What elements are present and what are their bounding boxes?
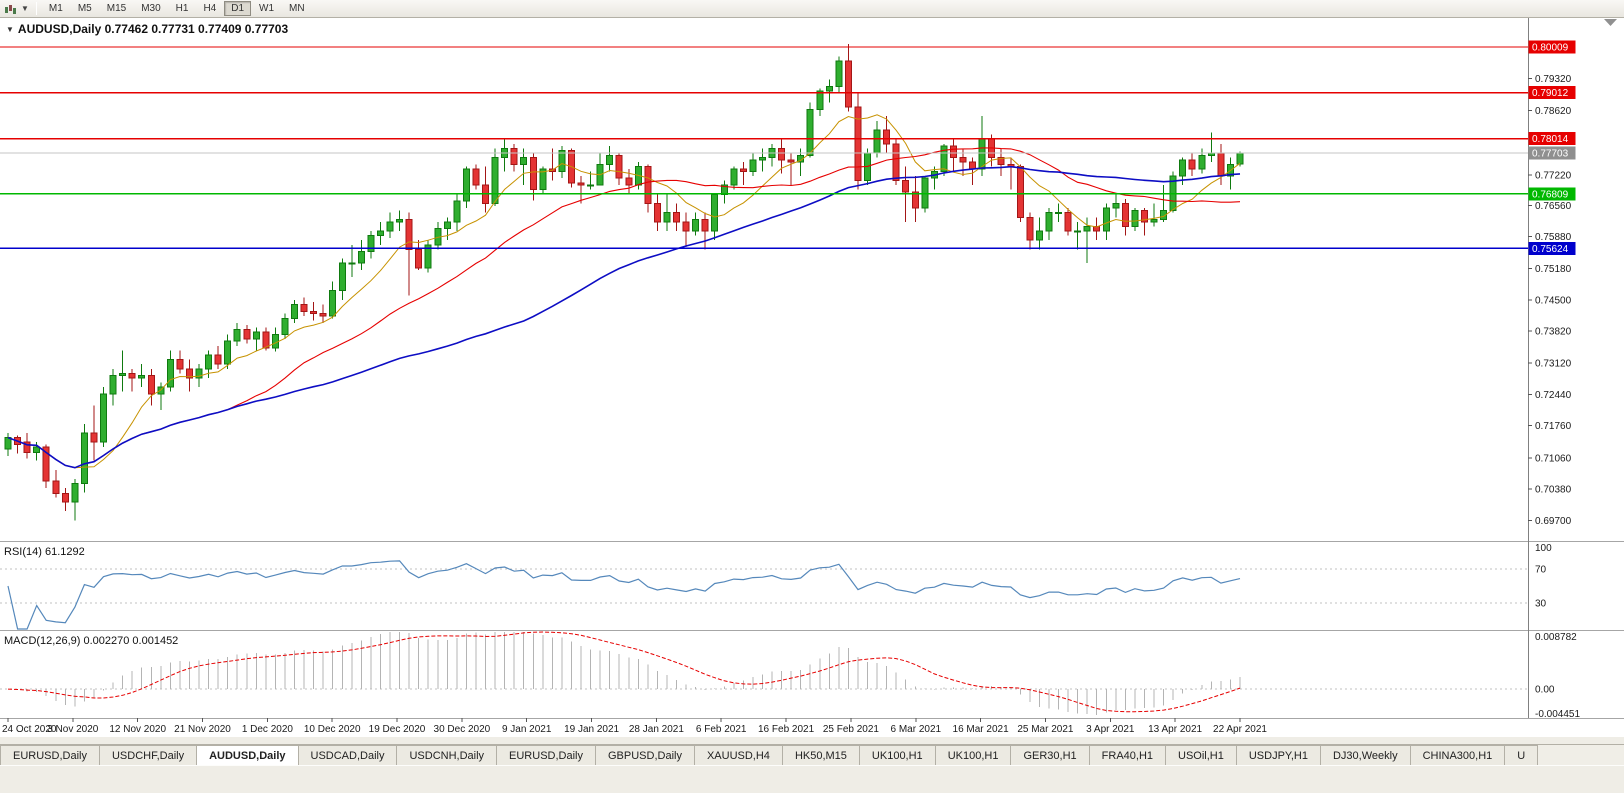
chart-type-icon[interactable] [4, 1, 18, 17]
chart-tabs-bar: EURUSD,Daily USDCHF,Daily AUDUSD,Daily USDC… [0, 744, 1624, 765]
timeframe-button-m5[interactable]: M5 [77, 3, 92, 14]
svg-text:25 Mar 2021: 25 Mar 2021 [1017, 724, 1074, 735]
svg-text:30: 30 [1535, 599, 1547, 610]
svg-text:0.69700: 0.69700 [1535, 516, 1572, 527]
svg-text:3 Apr 2021: 3 Apr 2021 [1086, 724, 1135, 735]
chart-tab-uk100-h1[interactable]: UK100,H1 [934, 745, 1012, 765]
svg-text:0.73820: 0.73820 [1535, 327, 1572, 338]
svg-text:0.76560: 0.76560 [1535, 201, 1572, 212]
svg-text:19 Dec 2020: 19 Dec 2020 [369, 724, 426, 735]
chart-tab-xauusd-h4[interactable]: XAUUSD,H4 [693, 745, 783, 765]
price-axis-labels: 0.79320 0.78620 0.77220 0.76560 0.75880 0.751… [1528, 74, 1572, 527]
svg-text:12 Nov 2020: 12 Nov 2020 [109, 724, 166, 735]
pane-separators[interactable] [0, 541, 1624, 719]
chart-tab-u[interactable]: U [1504, 745, 1539, 765]
svg-text:0.72440: 0.72440 [1535, 390, 1572, 401]
chart-tab-audusd-daily[interactable]: AUDUSD,Daily [196, 745, 299, 765]
macd-signal-line [7, 631, 1241, 713]
timeframe-button-mn[interactable]: MN [289, 3, 305, 14]
chart-tab-usdcad-daily[interactable]: USDCAD,Daily [297, 745, 398, 765]
timeframe-button-m30[interactable]: M30 [141, 3, 161, 14]
timeframe-button-m15[interactable]: M15 [106, 3, 127, 14]
toolbar: ▼ M1 M5 M15 M30 H1 H4 D1 W1 MN [0, 0, 1624, 18]
svg-text:0.71760: 0.71760 [1535, 421, 1572, 432]
svg-text:9 Jan 2021: 9 Jan 2021 [502, 724, 552, 735]
svg-text:13 Apr 2021: 13 Apr 2021 [1148, 724, 1202, 735]
svg-text:0.78014: 0.78014 [1532, 134, 1569, 145]
chart-tab-eurusd-daily[interactable]: EURUSD,Daily [496, 745, 596, 765]
chart-tab-ger30-h1[interactable]: GER30,H1 [1010, 745, 1090, 765]
ma-8-line [7, 114, 1241, 469]
price-chart-svg[interactable]: 0.79320 0.78620 0.77220 0.76560 0.75880 0.751… [0, 18, 1624, 737]
svg-text:100: 100 [1535, 543, 1552, 554]
status-bar [0, 765, 1624, 793]
svg-text:19 Jan 2021: 19 Jan 2021 [564, 724, 619, 735]
chart-tab-usoil-h1[interactable]: USOil,H1 [1165, 745, 1237, 765]
chart-tab-dj30-weekly[interactable]: DJ30,Weekly [1319, 745, 1411, 765]
timeframe-button-h1[interactable]: H1 [175, 3, 189, 14]
svg-text:28 Jan 2021: 28 Jan 2021 [629, 724, 684, 735]
chart-tab-fra40-h1[interactable]: FRA40,H1 [1088, 745, 1167, 765]
svg-text:16 Mar 2021: 16 Mar 2021 [953, 724, 1010, 735]
bid-price-label [1528, 146, 1576, 160]
svg-text:22 Apr 2021: 22 Apr 2021 [1213, 724, 1267, 735]
svg-text:0.80009: 0.80009 [1532, 43, 1569, 54]
chart-type-dropdown-caret-icon[interactable]: ▼ [21, 4, 29, 13]
svg-text:0.77703: 0.77703 [1532, 148, 1569, 159]
chart-tab-usdcnh-daily[interactable]: USDCNH,Daily [396, 745, 498, 765]
toolbar-separator [35, 2, 37, 15]
chart-shift-marker[interactable] [1604, 19, 1617, 26]
candlestick-chart-icon [5, 4, 16, 14]
svg-text:3 Nov 2020: 3 Nov 2020 [47, 724, 99, 735]
svg-text:0.75624: 0.75624 [1532, 244, 1569, 255]
svg-text:0.79012: 0.79012 [1532, 88, 1569, 99]
svg-text:0.71060: 0.71060 [1535, 453, 1572, 464]
rsi-line [7, 560, 1241, 630]
svg-text:6 Mar 2021: 6 Mar 2021 [891, 724, 942, 735]
svg-text:0.008782: 0.008782 [1535, 632, 1577, 643]
macd-axis-labels: 0.008782 0.00 -0.004451 [1535, 632, 1580, 720]
chart-tab-usdjpy-h1[interactable]: USDJPY,H1 [1235, 745, 1321, 765]
svg-text:0.79320: 0.79320 [1535, 74, 1572, 85]
svg-text:0.77220: 0.77220 [1535, 171, 1572, 182]
svg-text:21 Nov 2020: 21 Nov 2020 [174, 724, 231, 735]
svg-text:16 Feb 2021: 16 Feb 2021 [758, 724, 815, 735]
svg-text:0.70380: 0.70380 [1535, 485, 1572, 496]
chart-tab-gbpusd-daily[interactable]: GBPUSD,Daily [595, 745, 695, 765]
price-level-labels: 0.80009 0.79012 0.78014 0.76809 0.75624 0.777… [1528, 40, 1576, 255]
macd-histogram [17, 632, 1241, 715]
svg-text:-0.004451: -0.004451 [1535, 709, 1580, 720]
svg-text:0.73120: 0.73120 [1535, 359, 1572, 370]
chart-tab-uk100-h1[interactable]: UK100,H1 [858, 745, 936, 765]
svg-text:0.75880: 0.75880 [1535, 232, 1572, 243]
chart-tab-usdchf-daily[interactable]: USDCHF,Daily [98, 745, 198, 765]
svg-text:0.74500: 0.74500 [1535, 295, 1572, 306]
timeframe-button-m1[interactable]: M1 [48, 3, 63, 14]
svg-text:1 Dec 2020: 1 Dec 2020 [242, 724, 294, 735]
timeframe-button-d1[interactable]: D1 [224, 1, 252, 16]
ma-55-line [7, 165, 1241, 469]
chart-tab-china300-h1[interactable]: CHINA300,H1 [1409, 745, 1506, 765]
rsi-axis-labels: 100 70 30 [1535, 543, 1552, 610]
svg-text:25 Feb 2021: 25 Feb 2021 [823, 724, 880, 735]
svg-text:0.76809: 0.76809 [1532, 189, 1569, 200]
chart-area[interactable]: 0.79320 0.78620 0.77220 0.76560 0.75880 0.751… [0, 18, 1624, 737]
svg-text:70: 70 [1535, 564, 1547, 575]
timeframe-button-group: M1 M5 M15 M30 H1 H4 D1 W1 MN [42, 1, 313, 16]
svg-text:6 Feb 2021: 6 Feb 2021 [696, 724, 747, 735]
chart-tab-eurusd-daily[interactable]: EURUSD,Daily [0, 745, 100, 765]
timeframe-button-w1[interactable]: W1 [259, 3, 275, 14]
svg-text:24 Oct 2020: 24 Oct 2020 [2, 724, 57, 735]
svg-text:0.78620: 0.78620 [1535, 106, 1572, 117]
svg-text:10 Dec 2020: 10 Dec 2020 [304, 724, 361, 735]
svg-text:0.00: 0.00 [1535, 685, 1555, 696]
svg-text:30 Dec 2020: 30 Dec 2020 [434, 724, 491, 735]
chart-tab-hk50-m15[interactable]: HK50,M15 [781, 745, 860, 765]
horizontal-level-lines[interactable] [0, 46, 1528, 250]
timeframe-button-h4[interactable]: H4 [203, 3, 217, 14]
svg-text:0.75180: 0.75180 [1535, 264, 1572, 275]
